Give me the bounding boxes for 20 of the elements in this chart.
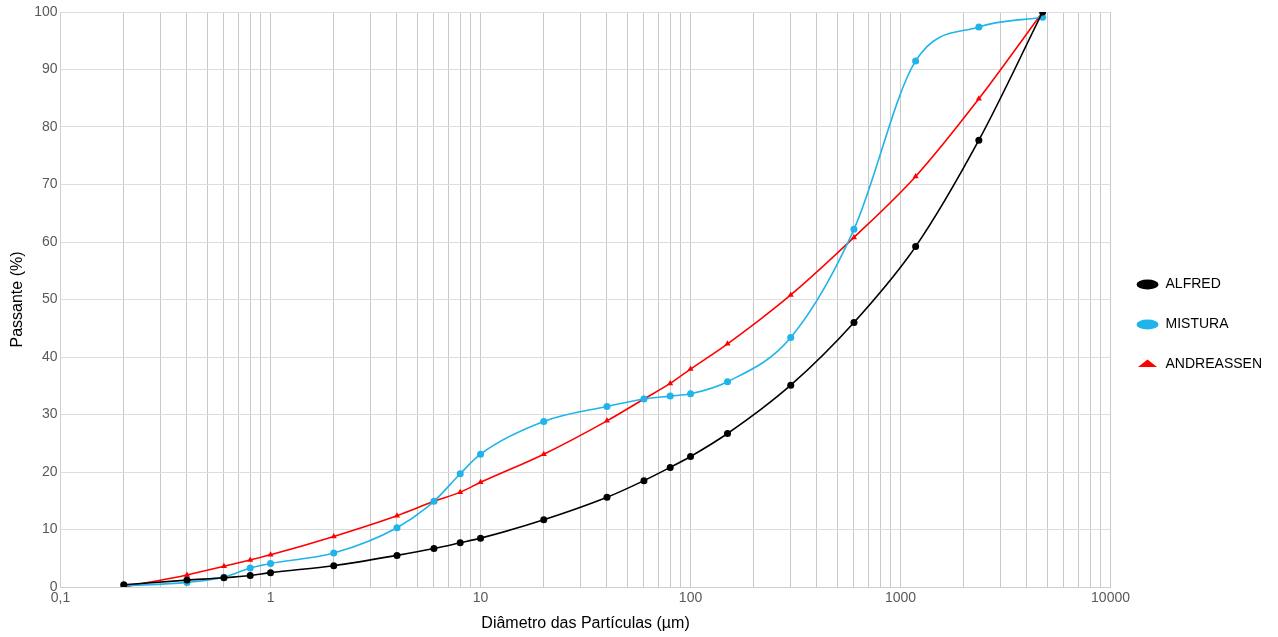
y-tick-label: 80: [41, 117, 58, 134]
y-tick-label: 20: [41, 462, 58, 479]
y-tick-label: 60: [41, 232, 58, 249]
x-tick-label: 10000: [1091, 589, 1131, 606]
x-tick-label: 10: [472, 589, 489, 606]
x-tick-label: 1: [266, 589, 275, 606]
x-axis-title: Diâmetro das Partículas (µm): [481, 613, 690, 631]
x-tick-label: 1000: [884, 589, 917, 606]
y-axis-title: Passante (%): [8, 251, 26, 348]
y-tick-label: 30: [41, 405, 58, 422]
legend-label: ALFRED: [1165, 275, 1221, 292]
y-tick-label: 90: [41, 60, 58, 77]
y-tick-label: 10: [41, 520, 58, 537]
y-tick-label: 50: [41, 290, 58, 307]
y-tick-label: 100: [34, 2, 58, 19]
y-tick-label: 70: [41, 175, 58, 192]
x-tick-label: 100: [678, 589, 703, 606]
legend-label: MISTURA: [1165, 315, 1230, 332]
y-tick-label: 40: [41, 347, 58, 364]
legend-label: ANDREASSEN: [1165, 355, 1262, 372]
